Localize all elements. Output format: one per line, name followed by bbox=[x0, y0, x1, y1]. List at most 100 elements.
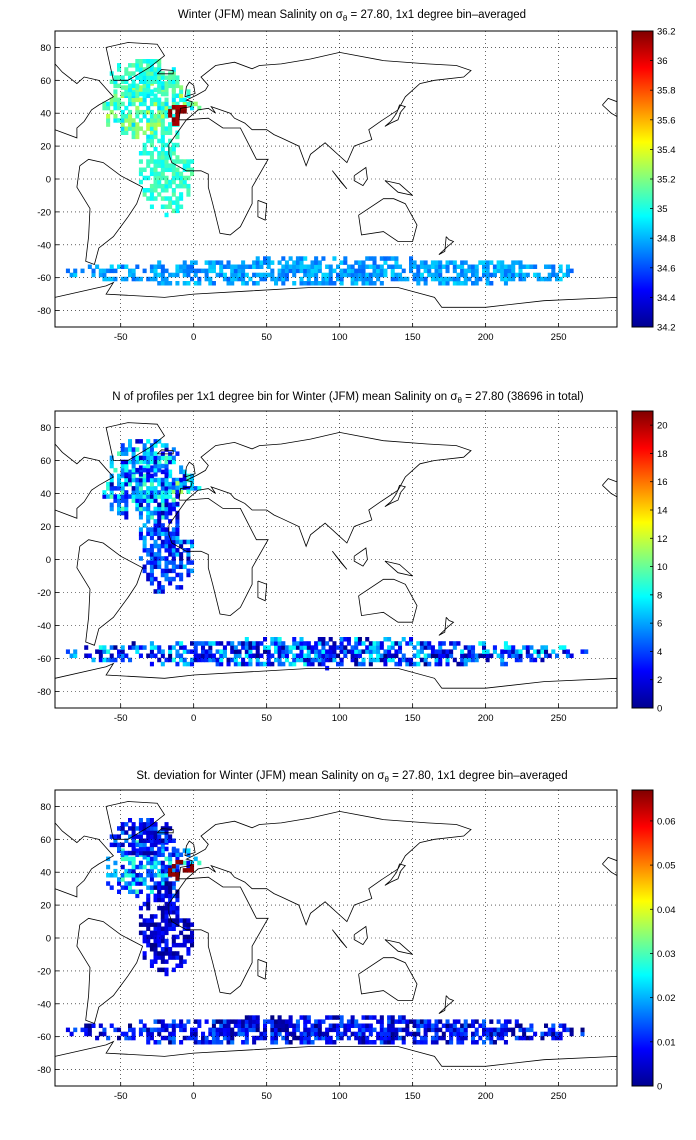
data-cell bbox=[317, 649, 322, 654]
data-cell bbox=[325, 657, 330, 663]
data-cell bbox=[186, 934, 191, 940]
data-cell bbox=[128, 63, 133, 68]
data-cell bbox=[179, 1027, 184, 1033]
data-cell bbox=[109, 459, 114, 465]
panel-salinity: Winter (JFM) mean Salinity on σθ = 27.80… bbox=[37, 9, 675, 343]
data-cell bbox=[438, 276, 443, 282]
data-cell bbox=[157, 951, 162, 956]
data-cell bbox=[343, 1027, 348, 1033]
data-cell bbox=[135, 649, 140, 654]
data-cell bbox=[281, 268, 286, 274]
data-cell bbox=[160, 264, 165, 270]
data-cell bbox=[153, 938, 158, 944]
data-cell bbox=[182, 959, 187, 964]
data-cell bbox=[149, 661, 154, 667]
data-cell bbox=[215, 1031, 220, 1037]
data-cell bbox=[168, 926, 173, 932]
data-cell bbox=[263, 645, 268, 650]
data-cell bbox=[149, 930, 154, 936]
colorbar-tick-label: 0.05 bbox=[657, 861, 676, 872]
data-cell bbox=[157, 459, 162, 465]
data-cell bbox=[215, 1035, 220, 1041]
data-cell bbox=[128, 494, 133, 499]
data-cell bbox=[438, 1027, 443, 1033]
data-cell bbox=[164, 459, 169, 465]
data-cell bbox=[540, 1031, 545, 1037]
colorbar-tick-label: 34.4 bbox=[657, 293, 676, 304]
data-cell bbox=[171, 1035, 176, 1041]
x-tick-label: 150 bbox=[405, 332, 421, 343]
data-cell bbox=[153, 167, 158, 173]
data-cell bbox=[492, 649, 497, 654]
data-cell bbox=[131, 877, 136, 882]
data-cell bbox=[153, 560, 158, 565]
data-cell bbox=[146, 105, 151, 111]
data-cell bbox=[171, 272, 176, 278]
data-cell bbox=[503, 268, 508, 274]
data-cell bbox=[314, 645, 319, 650]
data-cell bbox=[252, 1019, 257, 1024]
data-cell bbox=[168, 872, 173, 877]
data-cell bbox=[164, 881, 169, 886]
data-cell bbox=[168, 183, 173, 189]
data-cell bbox=[365, 1040, 370, 1045]
data-cell bbox=[277, 1031, 282, 1037]
data-cell bbox=[186, 868, 191, 873]
data-cell bbox=[146, 818, 151, 823]
data-cell bbox=[109, 481, 114, 487]
data-cell bbox=[368, 272, 373, 278]
data-cell bbox=[343, 268, 348, 274]
data-cell bbox=[175, 501, 180, 507]
data-cell bbox=[339, 649, 344, 654]
y-tick-label: 80 bbox=[40, 43, 51, 54]
data-cell bbox=[168, 469, 173, 475]
data-cell bbox=[168, 834, 173, 839]
data-cell bbox=[303, 281, 308, 286]
data-cell bbox=[193, 1027, 198, 1033]
data-cell bbox=[343, 1023, 348, 1029]
data-cell bbox=[434, 272, 439, 278]
data-cell bbox=[146, 467, 151, 473]
data-cell bbox=[124, 276, 129, 282]
data-cell bbox=[489, 260, 494, 265]
data-cell bbox=[153, 539, 158, 545]
data-cell bbox=[412, 1031, 417, 1037]
data-cell bbox=[288, 1031, 293, 1037]
data-cell bbox=[164, 477, 169, 483]
data-cell bbox=[237, 641, 242, 646]
data-cell bbox=[128, 459, 133, 465]
data-cell bbox=[168, 543, 173, 549]
data-cell bbox=[186, 539, 191, 545]
data-cell bbox=[124, 118, 129, 123]
data-cell bbox=[190, 276, 195, 282]
data-cell bbox=[222, 1027, 227, 1033]
data-cell bbox=[544, 653, 549, 659]
data-cell bbox=[102, 645, 107, 650]
data-cell bbox=[412, 661, 417, 667]
data-cell bbox=[124, 91, 129, 97]
data-cell bbox=[149, 138, 154, 144]
data-cell bbox=[270, 653, 275, 659]
data-cell bbox=[142, 922, 147, 927]
data-cell bbox=[124, 881, 129, 886]
data-cell bbox=[252, 260, 257, 265]
data-cell bbox=[135, 114, 140, 119]
data-cell bbox=[124, 126, 129, 131]
data-cell bbox=[142, 114, 147, 119]
data-cell bbox=[190, 543, 195, 549]
data-cell bbox=[416, 1031, 421, 1037]
data-cell bbox=[113, 494, 118, 499]
data-cell bbox=[157, 1031, 162, 1037]
data-cell bbox=[314, 657, 319, 663]
data-cell bbox=[441, 264, 446, 270]
y-tick-label: 80 bbox=[40, 802, 51, 813]
data-cell bbox=[179, 955, 184, 960]
data-cell bbox=[138, 472, 143, 477]
data-cell bbox=[128, 481, 133, 487]
data-cell bbox=[263, 649, 268, 654]
data-cell bbox=[255, 657, 260, 663]
data-cell bbox=[135, 864, 140, 870]
data-cell bbox=[131, 126, 136, 131]
data-cell bbox=[387, 637, 392, 642]
